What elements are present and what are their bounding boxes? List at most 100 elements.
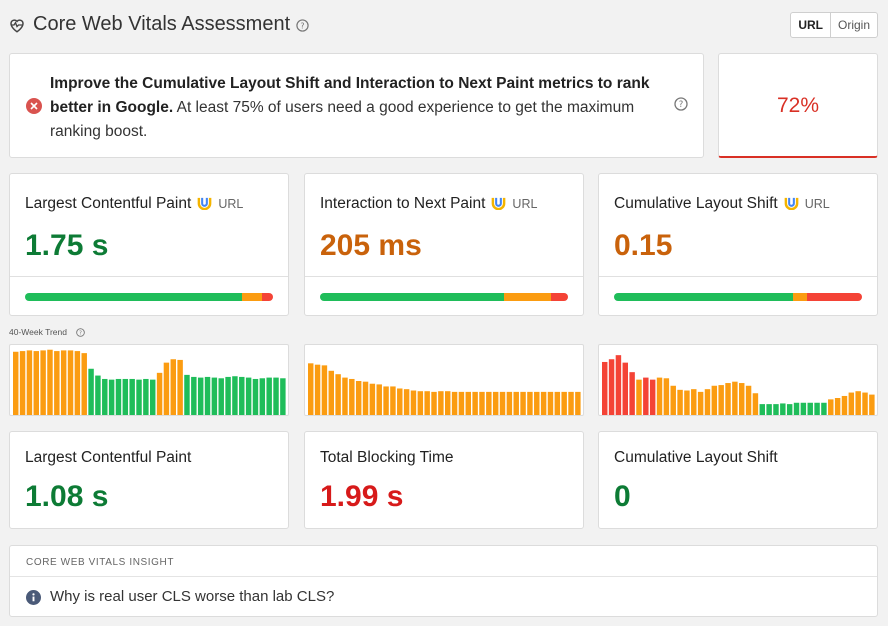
- trend-bar: [245, 377, 252, 415]
- trend-bar: [506, 391, 513, 415]
- trend-bar: [561, 391, 567, 415]
- trend-bar: [150, 379, 156, 415]
- trend-bar: [499, 391, 506, 415]
- metric-value: 1.75 s: [25, 229, 109, 262]
- trend-bar: [862, 392, 868, 415]
- metric-name: Interaction to Next Paint URL: [320, 195, 538, 212]
- metric-card-lcp[interactable]: Largest Contentful Paint URL 1.75 s: [9, 173, 289, 316]
- distribution-bar: [25, 293, 273, 301]
- score-card: 72%: [718, 53, 878, 158]
- lab-card-cls: Cumulative Layout Shift 0: [598, 431, 878, 529]
- help-icon[interactable]: ?: [76, 328, 85, 337]
- trend-bar: [122, 378, 129, 415]
- trend-bar: [67, 350, 74, 415]
- metric-value: 1.99 s: [320, 480, 404, 513]
- trend-bar: [855, 391, 861, 415]
- dist-poor: [807, 293, 862, 301]
- trend-bar: [513, 391, 519, 415]
- trend-bar: [342, 377, 348, 415]
- trend-bar: [266, 377, 272, 415]
- trend-bar: [218, 378, 224, 415]
- url-origin-toggle[interactable]: URL Origin: [790, 12, 878, 38]
- crux-icon: [197, 197, 212, 210]
- dist-ni: [792, 293, 808, 301]
- trend-bar: [259, 378, 266, 415]
- toggle-origin[interactable]: Origin: [837, 18, 870, 32]
- trend-bar: [108, 379, 115, 415]
- trend-bar: [554, 391, 561, 415]
- trend-bar: [40, 350, 46, 415]
- trend-bar: [451, 391, 458, 415]
- help-icon[interactable]: ?: [296, 19, 309, 32]
- metric-card-cls[interactable]: Cumulative Layout Shift URL 0.15: [598, 173, 878, 316]
- trend-bar: [335, 374, 341, 415]
- dist-ni: [242, 293, 262, 301]
- trend-bar: [376, 384, 382, 415]
- trend-bar: [786, 404, 793, 415]
- trend-bar: [362, 381, 369, 415]
- trend-bar: [115, 378, 122, 415]
- trend-bar: [390, 386, 396, 415]
- trend-bar: [47, 349, 53, 415]
- dist-poor: [261, 293, 273, 301]
- trend-bar: [649, 379, 656, 415]
- metric-card-inp[interactable]: Interaction to Next Paint URL 205 ms: [304, 173, 584, 316]
- trend-bar: [780, 403, 786, 415]
- trend-bar: [280, 378, 286, 415]
- trend-bar: [465, 391, 471, 415]
- metric-name: Cumulative Layout Shift URL: [614, 195, 830, 212]
- trend-bar: [314, 364, 321, 415]
- trend-bar: [725, 383, 731, 415]
- trend-bar: [636, 379, 642, 415]
- svg-text:?: ?: [79, 331, 82, 337]
- trend-bar: [684, 390, 690, 415]
- trend-bar: [691, 389, 697, 415]
- trend-bar: [670, 385, 676, 415]
- assessment-card: Improve the Cumulative Layout Shift and …: [9, 53, 704, 158]
- trend-bar: [383, 386, 389, 415]
- distribution-bar: [320, 293, 568, 301]
- trend-bar: [328, 370, 334, 415]
- toggle-url[interactable]: URL: [791, 13, 831, 37]
- trend-bar: [848, 392, 855, 415]
- dist-good: [614, 293, 793, 301]
- trend-chart-cls: [598, 344, 878, 416]
- lab-card-tbt: Total Blocking Time 1.99 s: [304, 431, 584, 529]
- metric-value: 0.15: [614, 229, 673, 262]
- url-badge: URL: [218, 197, 244, 211]
- url-badge: URL: [804, 197, 830, 211]
- trend-bar: [88, 368, 94, 415]
- insight-card[interactable]: CORE WEB VITALS INSIGHT Why is real user…: [9, 545, 878, 617]
- trend-bar: [828, 399, 834, 415]
- trend-bar: [458, 391, 465, 415]
- trend-bar: [397, 388, 403, 415]
- trend-bar: [677, 389, 683, 415]
- trend-bar: [163, 362, 170, 415]
- insight-question[interactable]: Why is real user CLS worse than lab CLS?: [50, 588, 335, 605]
- trend-bar: [232, 376, 238, 415]
- trend-chart-inp: [304, 344, 584, 416]
- trend-bar: [663, 378, 670, 415]
- trend-bar: [807, 402, 813, 415]
- trend-bar: [752, 393, 759, 415]
- trend-bar: [349, 378, 355, 415]
- crux-icon: [492, 197, 506, 210]
- trend-bar: [26, 350, 33, 415]
- trend-bar: [445, 391, 451, 415]
- help-icon[interactable]: ?: [674, 97, 688, 111]
- trend-bar: [718, 385, 724, 415]
- trend-bar: [711, 385, 718, 415]
- trend-bar: [534, 391, 540, 415]
- score-value: 72%: [776, 94, 820, 117]
- trend-bar: [608, 359, 615, 415]
- trend-bar: [766, 404, 772, 415]
- assessment-message: Improve the Cumulative Layout Shift and …: [50, 75, 650, 140]
- metric-name: Cumulative Layout Shift: [614, 449, 778, 466]
- trend-bar: [697, 391, 704, 415]
- trend-bar: [602, 361, 608, 415]
- trend-bar: [622, 362, 628, 415]
- metric-value: 205 ms: [320, 229, 422, 262]
- trend-bar: [479, 391, 485, 415]
- trend-bar: [793, 402, 800, 415]
- trend-bar: [252, 378, 259, 415]
